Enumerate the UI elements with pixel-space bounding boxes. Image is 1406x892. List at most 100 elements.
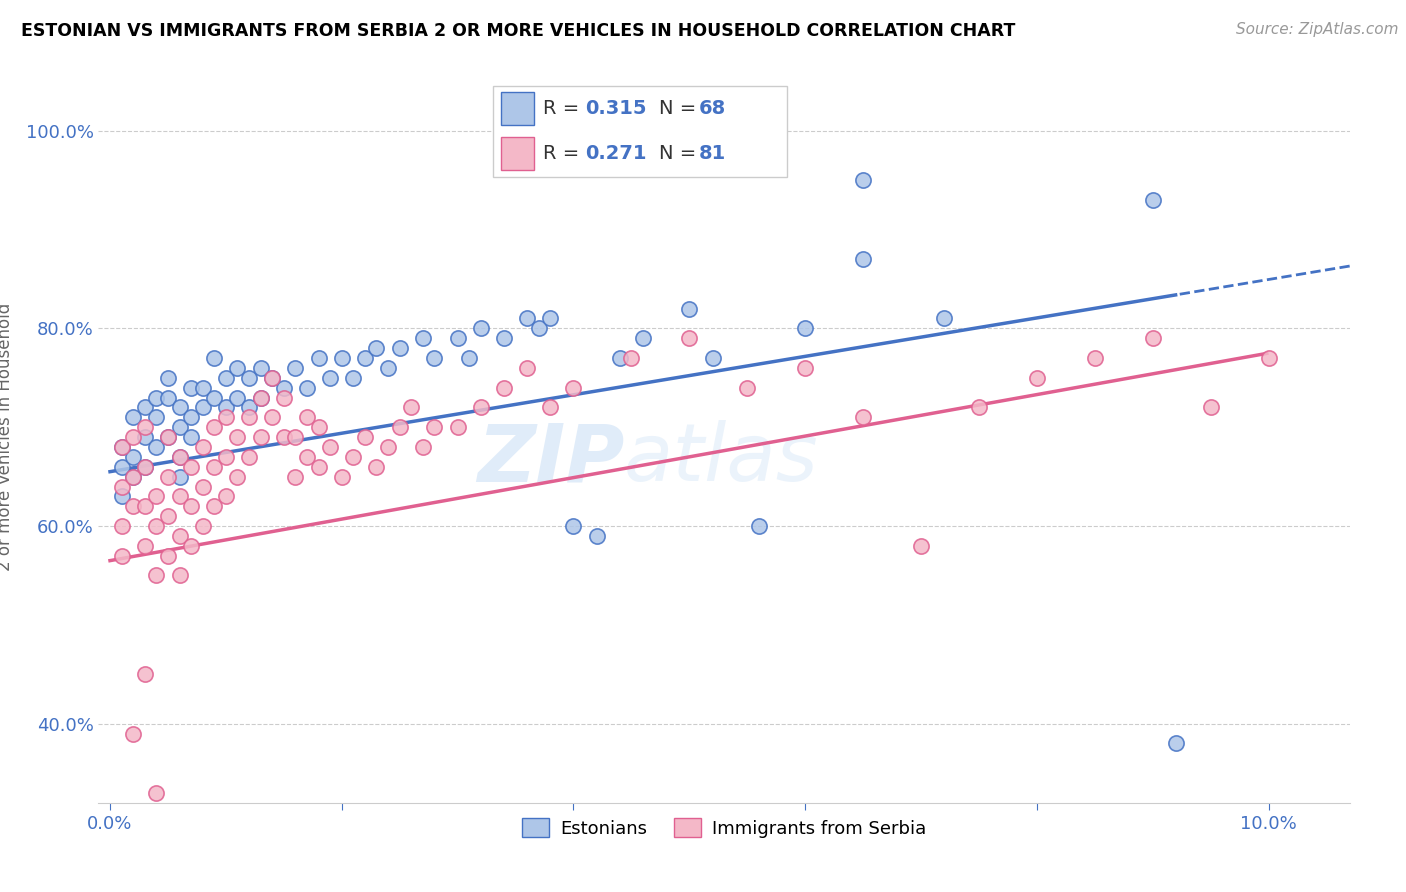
- Point: [794, 321, 817, 335]
- Point: [934, 311, 956, 326]
- Point: [156, 549, 179, 563]
- Point: [702, 351, 724, 365]
- Point: [169, 450, 191, 464]
- Point: [446, 331, 468, 345]
- Point: [388, 341, 411, 355]
- Point: [156, 430, 179, 444]
- Point: [202, 459, 225, 474]
- Point: [342, 450, 364, 464]
- Point: [226, 469, 249, 483]
- Point: [249, 391, 271, 405]
- Point: [215, 489, 238, 503]
- Point: [110, 519, 132, 533]
- Point: [308, 420, 330, 434]
- Point: [215, 410, 238, 425]
- Point: [169, 529, 191, 543]
- Point: [134, 401, 156, 415]
- Point: [423, 351, 446, 365]
- Text: ESTONIAN VS IMMIGRANTS FROM SERBIA 2 OR MORE VEHICLES IN HOUSEHOLD CORRELATION C: ESTONIAN VS IMMIGRANTS FROM SERBIA 2 OR …: [21, 22, 1015, 40]
- Point: [215, 450, 238, 464]
- Point: [273, 430, 295, 444]
- Point: [249, 391, 271, 405]
- Point: [110, 549, 132, 563]
- Point: [262, 410, 284, 425]
- Point: [226, 360, 249, 375]
- Point: [169, 450, 191, 464]
- Point: [145, 489, 167, 503]
- Point: [202, 351, 225, 365]
- Point: [122, 410, 145, 425]
- Point: [1026, 371, 1049, 385]
- Point: [516, 360, 538, 375]
- Point: [238, 410, 260, 425]
- Point: [1084, 351, 1107, 365]
- Point: [295, 381, 318, 395]
- Point: [366, 459, 388, 474]
- Text: ZIP: ZIP: [477, 420, 624, 498]
- Point: [458, 351, 481, 365]
- Point: [295, 450, 318, 464]
- Point: [273, 391, 295, 405]
- Point: [910, 539, 932, 553]
- Point: [134, 459, 156, 474]
- Point: [156, 371, 179, 385]
- Point: [284, 430, 307, 444]
- Point: [354, 351, 377, 365]
- Point: [1257, 351, 1279, 365]
- Point: [366, 341, 388, 355]
- Point: [585, 529, 607, 543]
- Point: [1199, 401, 1222, 415]
- Point: [748, 519, 770, 533]
- Point: [134, 500, 156, 514]
- Point: [262, 371, 284, 385]
- Point: [308, 351, 330, 365]
- Point: [284, 469, 307, 483]
- Point: [169, 420, 191, 434]
- Point: [295, 410, 318, 425]
- Point: [122, 430, 145, 444]
- Point: [794, 360, 817, 375]
- Point: [191, 440, 214, 454]
- Point: [180, 381, 202, 395]
- Point: [620, 351, 643, 365]
- Point: [1142, 193, 1164, 207]
- Point: [180, 430, 202, 444]
- Point: [202, 500, 225, 514]
- Point: [145, 391, 167, 405]
- Point: [238, 450, 260, 464]
- Point: [238, 371, 260, 385]
- Point: [1142, 331, 1164, 345]
- Point: [180, 459, 202, 474]
- Point: [145, 519, 167, 533]
- Point: [191, 479, 214, 493]
- Point: [354, 430, 377, 444]
- Point: [134, 420, 156, 434]
- Point: [273, 381, 295, 395]
- Point: [134, 430, 156, 444]
- Point: [169, 489, 191, 503]
- Point: [122, 726, 145, 740]
- Point: [156, 391, 179, 405]
- Point: [412, 440, 434, 454]
- Point: [110, 440, 132, 454]
- Point: [110, 479, 132, 493]
- Point: [191, 401, 214, 415]
- Point: [470, 401, 492, 415]
- Point: [145, 786, 167, 800]
- Point: [110, 440, 132, 454]
- Point: [388, 420, 411, 434]
- Text: atlas: atlas: [624, 420, 818, 498]
- Point: [145, 410, 167, 425]
- Point: [191, 519, 214, 533]
- Point: [110, 459, 132, 474]
- Point: [446, 420, 468, 434]
- Point: [412, 331, 434, 345]
- Point: [330, 351, 353, 365]
- Point: [215, 371, 238, 385]
- Point: [262, 371, 284, 385]
- Point: [191, 381, 214, 395]
- Point: [308, 459, 330, 474]
- Point: [145, 568, 167, 582]
- Point: [156, 469, 179, 483]
- Point: [538, 311, 561, 326]
